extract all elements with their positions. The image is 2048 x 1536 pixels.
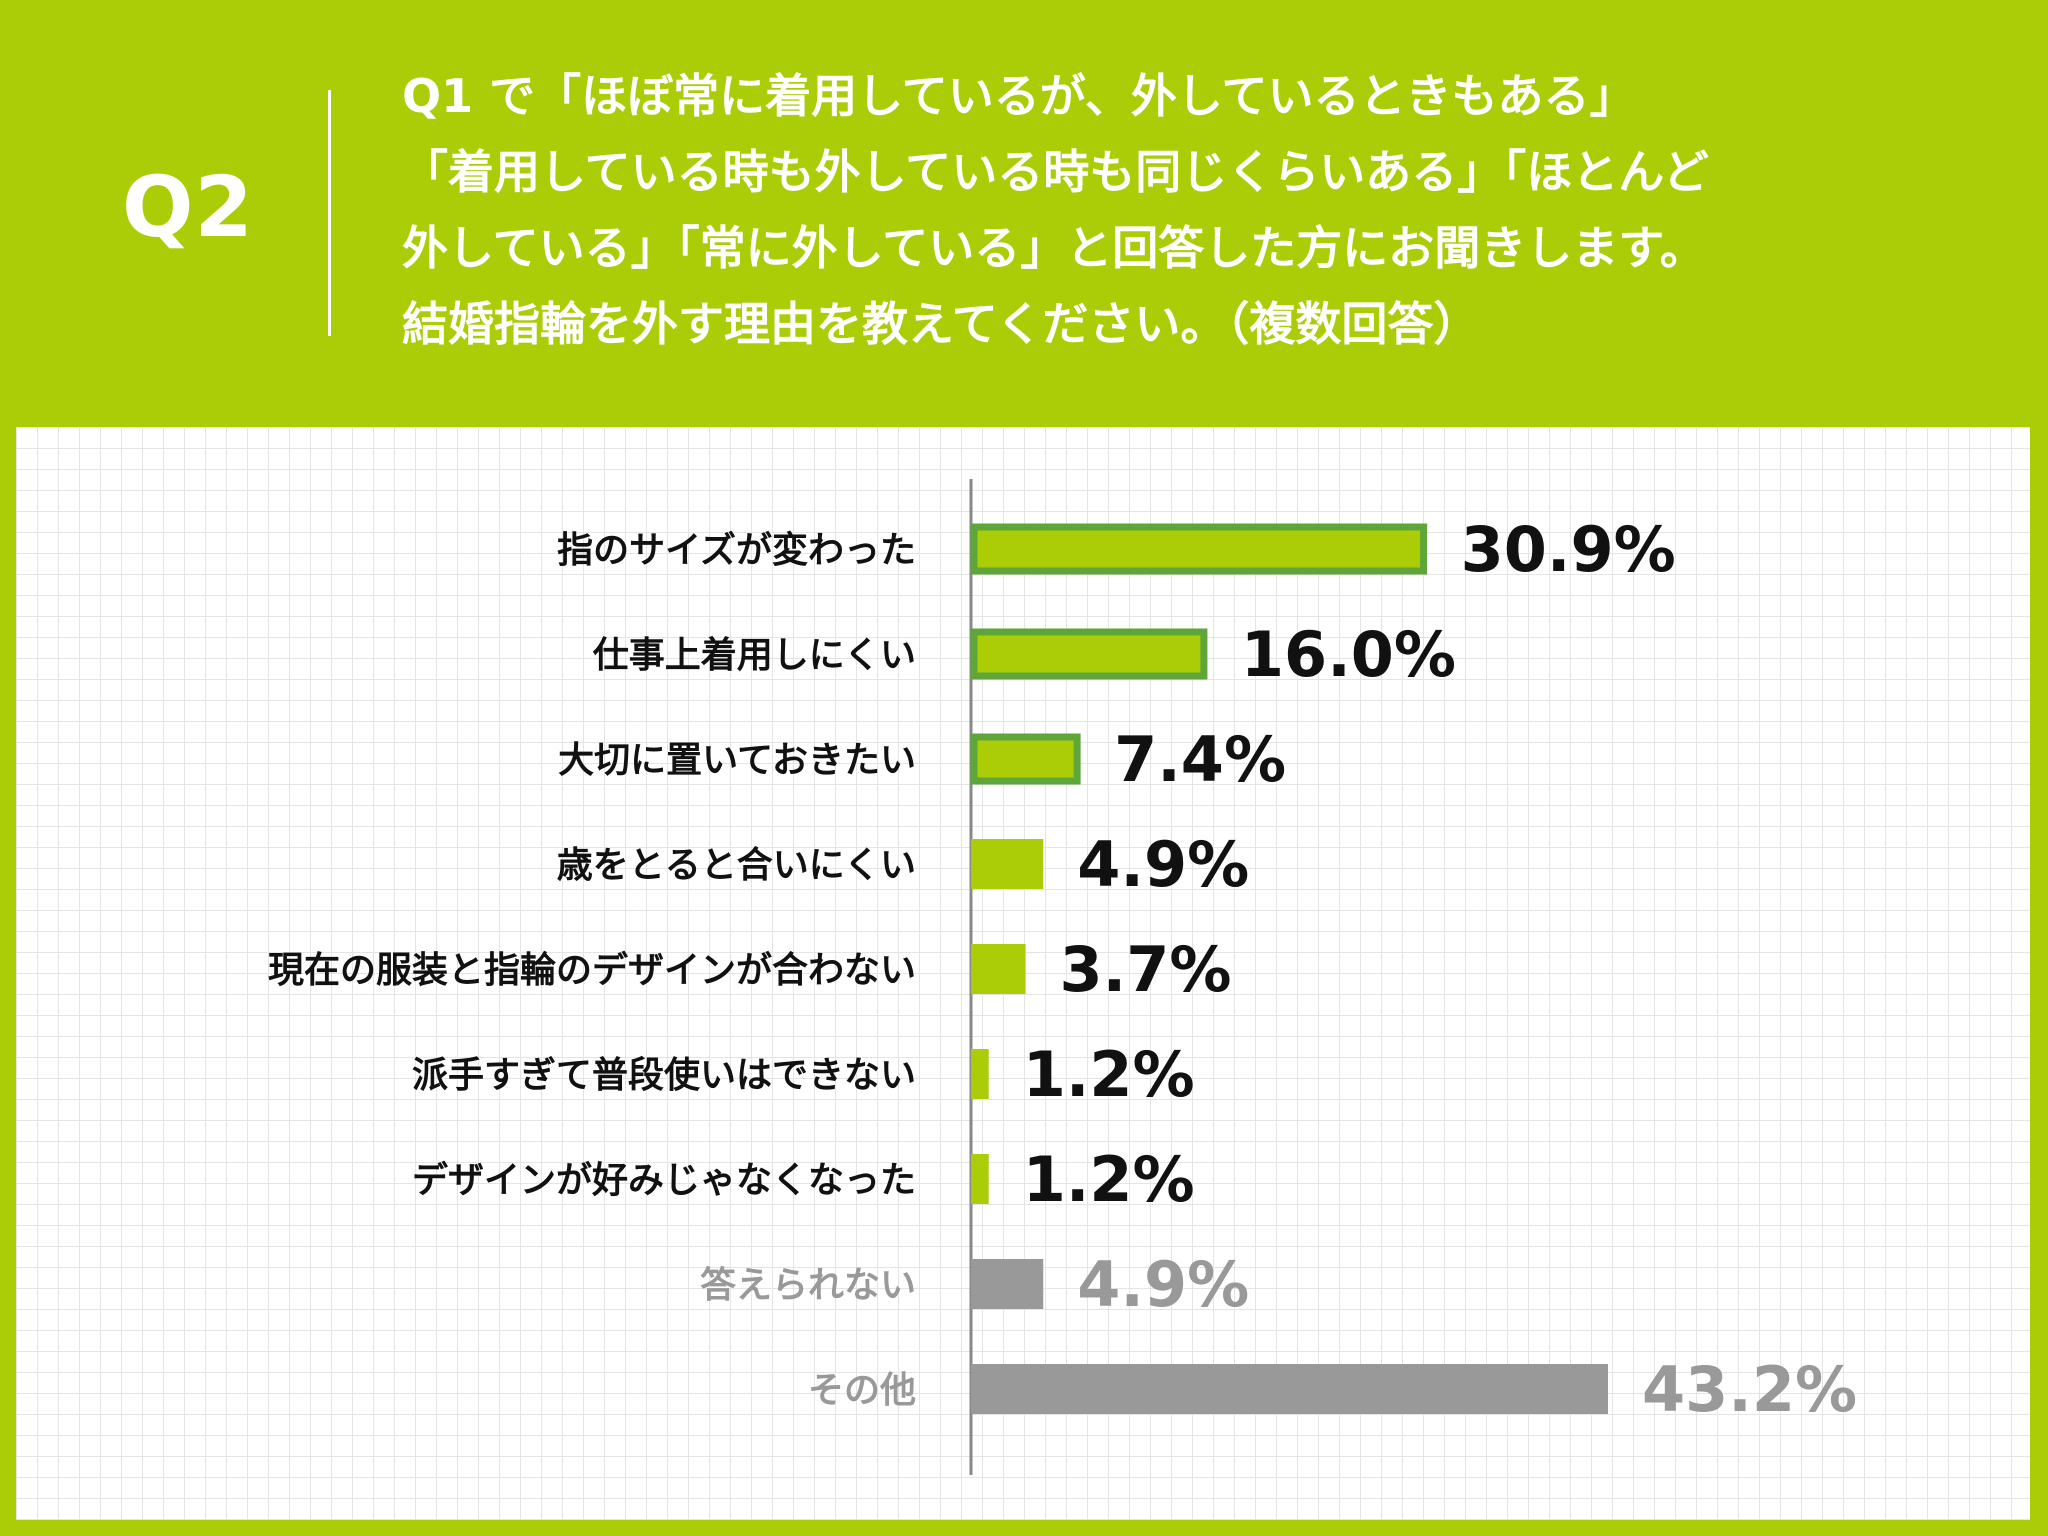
question-line: 「着用している時も外している時も同じくらいある」「ほとんど (402, 145, 1709, 199)
category-label: 答えられない (700, 1265, 916, 1306)
value-label: 1.2% (1023, 1143, 1195, 1216)
question-line: Q1 で「ほぼ常に着用しているが、外しているときもある」 (402, 69, 1636, 123)
bar-chart: 指のサイズが変わった 30.9% 仕事上着用しにくい 16.0% 大切に置いておきたい 7… (268, 479, 1857, 1475)
chart-panel: 指のサイズが変わった 30.9% 仕事上着用しにくい 16.0% 大切に置いておきたい 7… (16, 427, 2030, 1520)
category-label: 指のサイズが変わった (557, 529, 916, 571)
bar (971, 1364, 1608, 1414)
category-label: 仕事上着用しにくい (593, 635, 916, 676)
bar (970, 523, 1428, 575)
category-label: 歳をとると合いにくい (557, 845, 916, 886)
question-line: 結婚指輪を外す理由を教えてください。（複数回答） (402, 297, 1480, 351)
value-label: 1.2% (1023, 1038, 1195, 1111)
category-label: 大切に置いておきたい (558, 740, 916, 781)
header-divider (328, 90, 331, 336)
category-label: 現在の服装と指輪のデザインが合わない (268, 949, 916, 991)
bar (971, 944, 1026, 994)
bar (971, 1259, 1044, 1309)
value-label: 30.9% (1461, 513, 1676, 586)
question-text: Q1 で「ほぼ常に着用しているが、外しているときもある」 「着用している時も外し… (402, 58, 2002, 362)
value-label: 3.7% (1060, 933, 1232, 1006)
category-label: デザインが好みじゃなくなった (412, 1159, 916, 1201)
bar (971, 1049, 989, 1099)
category-label: 派手すぎて普段使いはできない (412, 1055, 916, 1096)
value-label: 7.4% (1114, 723, 1286, 796)
value-label: 43.2% (1642, 1353, 1857, 1426)
bar (970, 628, 1208, 680)
question-number: Q2 (122, 158, 254, 256)
value-label: 4.9% (1077, 1248, 1249, 1321)
bar (971, 1154, 989, 1204)
bar (971, 839, 1044, 889)
value-label: 16.0% (1241, 618, 1456, 691)
value-label: 4.9% (1077, 828, 1249, 901)
question-line: 外している」「常に外している」と回答した方にお聞きします。 (402, 221, 1706, 275)
bar (970, 733, 1081, 785)
category-label: その他 (808, 1370, 916, 1411)
